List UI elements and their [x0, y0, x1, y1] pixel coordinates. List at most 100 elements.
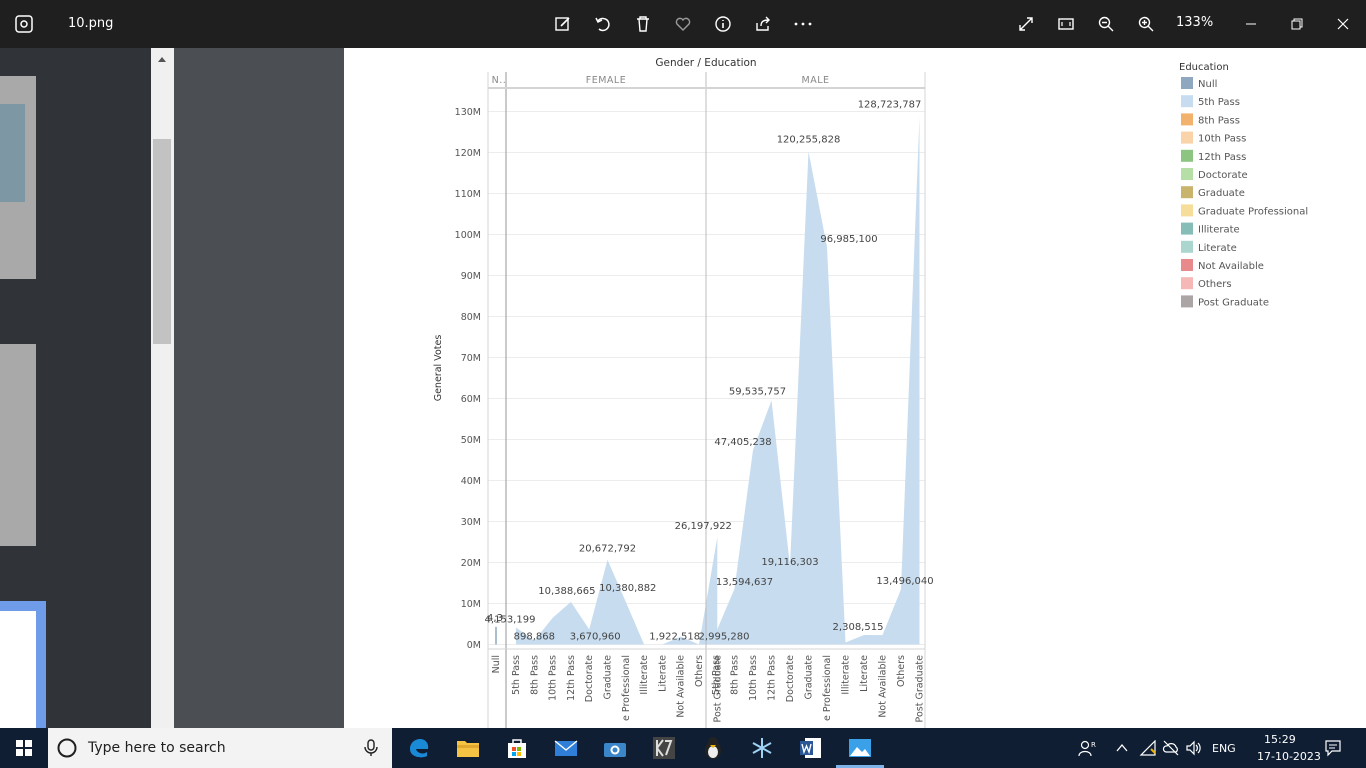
edit-image-button[interactable] — [551, 12, 575, 36]
x-tick-label: 12th Pass — [767, 655, 778, 701]
thumbnail[interactable] — [0, 76, 36, 279]
y-tick-label: 20M — [461, 558, 481, 569]
x-tick-label: Graduate — [603, 655, 614, 700]
thumbnail-image — [0, 611, 36, 728]
y-tick-label: 110M — [455, 189, 481, 200]
mail-taskbar-button[interactable] — [552, 734, 580, 762]
data-labels: 4,34,153,199 898,868 10,388,665 3,670,960 20… — [485, 100, 934, 643]
thumbnail[interactable] — [0, 344, 36, 546]
data-label: 26,197,922 — [675, 521, 732, 532]
legend-swatch — [1181, 222, 1193, 235]
fullscreen-button[interactable] — [1014, 12, 1038, 36]
legend-label: 12th Pass — [1198, 152, 1246, 163]
filmstrip-panel — [0, 48, 151, 728]
title-bar: 10.png 133% — [0, 0, 1366, 48]
legend-label: Graduate — [1198, 188, 1245, 199]
panel-header: MALE — [802, 75, 830, 86]
fit-window-icon — [1058, 18, 1074, 30]
svg-text:R: R — [1091, 741, 1096, 749]
legend-swatch — [1181, 186, 1193, 199]
area-chart: N.. FEMALE MALE 0M 10M 20M 30M 40M 50M 60M 70M 80M… — [433, 57, 1308, 728]
linux-app-taskbar-button[interactable] — [699, 734, 727, 762]
search-box[interactable] — [48, 728, 392, 768]
x-tick-label: 5th Pass — [511, 655, 522, 695]
scroll-up-icon[interactable] — [157, 55, 167, 63]
data-label: 4,3 — [487, 613, 503, 624]
x-tick-label: Not Available — [676, 655, 687, 718]
share-icon — [756, 16, 770, 31]
y-tick-label: 40M — [461, 476, 481, 487]
k7-taskbar-button[interactable] — [650, 734, 678, 762]
image-canvas — [344, 48, 1366, 728]
y-tick-label: 100M — [455, 230, 481, 241]
chevron-up-icon[interactable] — [1116, 743, 1128, 753]
x-tick-label: Illiterate — [841, 655, 852, 695]
x-tick-label: Others — [896, 655, 907, 687]
x-axis: Null 5th Pass 5th Pass 8th Pass 8th Pass 10th… — [491, 655, 926, 723]
clock-time[interactable]: 15:29 — [1264, 733, 1296, 746]
camera-taskbar-button[interactable] — [601, 734, 629, 762]
restore-button[interactable] — [1285, 12, 1309, 36]
close-icon — [1337, 18, 1349, 30]
x-tick-label: Doctorate — [584, 655, 595, 702]
thumbnail-selected[interactable] — [0, 601, 46, 728]
zoom-out-icon — [1098, 16, 1114, 32]
language-indicator[interactable]: ENG — [1212, 742, 1236, 755]
legend: Education Null 5th Pass 8th Pass 10th Pass 12… — [1179, 62, 1308, 308]
x-tick-label: 12th Pass — [566, 655, 577, 701]
x-tick-label: Illiterate — [639, 655, 650, 695]
clock-date[interactable]: 17-10-2023 — [1257, 750, 1321, 763]
legend-label: Doctorate — [1198, 170, 1248, 181]
legend-swatch — [1181, 149, 1193, 162]
edge-taskbar-button[interactable] — [405, 734, 433, 762]
people-icon[interactable]: R — [1078, 739, 1096, 757]
data-label: 2,995,280 — [699, 632, 750, 643]
data-label: 4,153,199 — [485, 614, 536, 625]
file-explorer-taskbar-button[interactable] — [454, 734, 482, 762]
panel-frames: N.. FEMALE MALE — [487, 72, 926, 728]
store-taskbar-button[interactable] — [503, 734, 531, 762]
data-label: 10,388,665 — [538, 586, 595, 597]
y-tick-label: 30M — [461, 517, 481, 528]
rotate-button[interactable] — [591, 12, 615, 36]
x-tick-label: e Professional — [822, 655, 833, 721]
settings-app-taskbar-button[interactable] — [748, 734, 776, 762]
y-axis-label: General Votes — [433, 335, 444, 402]
delete-button[interactable] — [631, 12, 655, 36]
minimize-button[interactable] — [1239, 12, 1263, 36]
camera-icon — [604, 743, 626, 757]
favorite-button[interactable] — [671, 12, 695, 36]
legend-label: Literate — [1198, 243, 1237, 254]
legend-title: Education — [1179, 62, 1229, 73]
data-label: 898,868 — [514, 632, 555, 643]
photos-taskbar-button[interactable] — [846, 734, 874, 762]
y-tick-label: 80M — [461, 312, 481, 323]
x-tick-label: 8th Pass — [529, 655, 540, 695]
notifications-icon[interactable] — [1324, 739, 1342, 757]
word-taskbar-button[interactable] — [797, 734, 825, 762]
fit-to-window-button[interactable] — [1054, 12, 1078, 36]
x-tick-label: Post Graduate — [915, 655, 926, 723]
more-button[interactable] — [791, 12, 815, 36]
y-axis: 0M 10M 20M 30M 40M 50M 60M 70M 80M 90M 100M 110M 120… — [455, 107, 481, 651]
wifi-icon[interactable] — [1139, 740, 1157, 756]
info-button[interactable] — [711, 12, 735, 36]
x-tick-label: 10th Pass — [748, 655, 759, 701]
x-tick-label: 5th Pass — [711, 655, 722, 695]
y-tick-label: 50M — [461, 435, 481, 446]
zoom-out-button[interactable] — [1094, 12, 1118, 36]
data-label: 3,670,960 — [570, 632, 621, 643]
data-label: 10,380,882 — [599, 583, 656, 594]
scrollbar-thumb[interactable] — [153, 139, 171, 344]
volume-icon[interactable] — [1185, 740, 1203, 756]
start-button[interactable] — [10, 734, 38, 762]
store-icon — [508, 739, 526, 758]
microphone-icon[interactable] — [364, 739, 378, 757]
panel-header: FEMALE — [586, 75, 626, 86]
close-button[interactable] — [1331, 12, 1355, 36]
cloud-offline-icon[interactable] — [1162, 740, 1180, 756]
edit-icon — [555, 17, 570, 31]
share-button[interactable] — [751, 12, 775, 36]
y-tick-label: 90M — [461, 271, 481, 282]
zoom-in-button[interactable] — [1134, 12, 1158, 36]
